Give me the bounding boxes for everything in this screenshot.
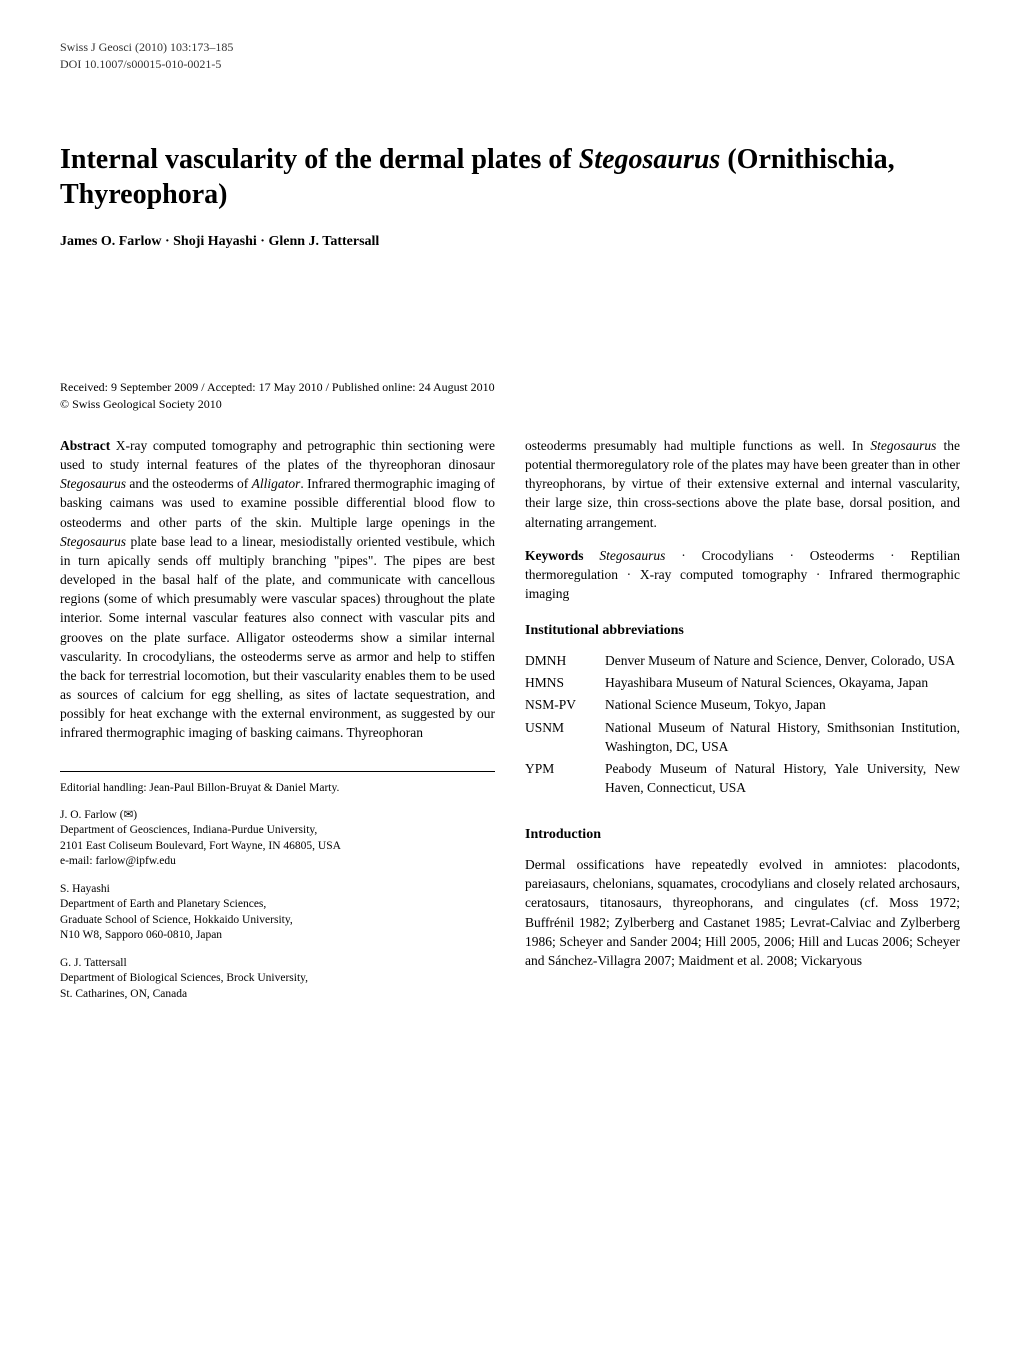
affil-name: J. O. Farlow (✉) bbox=[60, 808, 495, 824]
abbr-val: National Science Museum, Tokyo, Japan bbox=[605, 695, 960, 714]
authors-line: James O. Farlow · Shoji Hayashi · Glenn … bbox=[60, 234, 960, 250]
abbr-val: Peabody Museum of Natural History, Yale … bbox=[605, 759, 960, 797]
abbr-key: USNM bbox=[525, 718, 605, 756]
abbr-row: HMNS Hayashibara Museum of Natural Scien… bbox=[525, 673, 960, 692]
abbr-val: National Museum of Natural History, Smit… bbox=[605, 718, 960, 756]
abbr-key: NSM-PV bbox=[525, 695, 605, 714]
editorial-handling: Editorial handling: Jean-Paul Billon-Bru… bbox=[60, 771, 495, 796]
abbr-val: Hayashibara Museum of Natural Sciences, … bbox=[605, 673, 960, 692]
affil-line: St. Catharines, ON, Canada bbox=[60, 987, 495, 1003]
dates-line: Received: 9 September 2009 / Accepted: 1… bbox=[60, 380, 960, 395]
abbr-row: USNM National Museum of Natural History,… bbox=[525, 718, 960, 756]
affil-name: S. Hayashi bbox=[60, 882, 495, 898]
affil-line: Department of Geosciences, Indiana-Purdu… bbox=[60, 823, 495, 839]
copyright-line: © Swiss Geological Society 2010 bbox=[60, 397, 960, 412]
keywords-paragraph: Keywords Stegosaurus · Crocodylians · Os… bbox=[525, 546, 960, 603]
affiliation-block: S. Hayashi Department of Earth and Plane… bbox=[60, 882, 495, 944]
affil-line: 2101 East Coliseum Boulevard, Fort Wayne… bbox=[60, 839, 495, 855]
right-column: osteoderms presumably had multiple funct… bbox=[525, 436, 960, 1015]
abbr-row: YPM Peabody Museum of Natural History, Y… bbox=[525, 759, 960, 797]
journal-line: Swiss J Geosci (2010) 103:173–185 bbox=[60, 40, 960, 55]
abstract-paragraph: Abstract X-ray computed tomography and p… bbox=[60, 436, 495, 743]
affil-line: Department of Biological Sciences, Brock… bbox=[60, 971, 495, 987]
abbr-key: DMNH bbox=[525, 651, 605, 670]
abstract-label: Abstract bbox=[60, 438, 110, 453]
abbr-key: HMNS bbox=[525, 673, 605, 692]
abbr-row: NSM-PV National Science Museum, Tokyo, J… bbox=[525, 695, 960, 714]
abstract-text: X-ray computed tomography and petrograph… bbox=[60, 438, 495, 740]
abbr-row: DMNH Denver Museum of Nature and Science… bbox=[525, 651, 960, 670]
abstract-continuation: osteoderms presumably had multiple funct… bbox=[525, 436, 960, 532]
keywords-text: Stegosaurus · Crocodylians · Osteoderms … bbox=[525, 548, 960, 601]
keywords-label: Keywords bbox=[525, 548, 584, 563]
left-column: Abstract X-ray computed tomography and p… bbox=[60, 436, 495, 1015]
abbreviations-list: DMNH Denver Museum of Nature and Science… bbox=[525, 651, 960, 797]
affiliation-block: J. O. Farlow (✉) Department of Geoscienc… bbox=[60, 808, 495, 870]
two-column-layout: Abstract X-ray computed tomography and p… bbox=[60, 436, 960, 1015]
abbreviations-heading: Institutional abbreviations bbox=[525, 621, 960, 641]
affil-line: Graduate School of Science, Hokkaido Uni… bbox=[60, 913, 495, 929]
affil-line: Department of Earth and Planetary Scienc… bbox=[60, 897, 495, 913]
affil-line: e-mail: farlow@ipfw.edu bbox=[60, 854, 495, 870]
introduction-paragraph: Dermal ossifications have repeatedly evo… bbox=[525, 855, 960, 970]
paper-title: Internal vascularity of the dermal plate… bbox=[60, 142, 960, 212]
affiliation-block: G. J. Tattersall Department of Biologica… bbox=[60, 956, 495, 1003]
affil-name: G. J. Tattersall bbox=[60, 956, 495, 972]
introduction-heading: Introduction bbox=[525, 825, 960, 845]
abbr-key: YPM bbox=[525, 759, 605, 797]
abbr-val: Denver Museum of Nature and Science, Den… bbox=[605, 651, 960, 670]
doi-line: DOI 10.1007/s00015-010-0021-5 bbox=[60, 57, 960, 72]
affil-line: N10 W8, Sapporo 060-0810, Japan bbox=[60, 928, 495, 944]
